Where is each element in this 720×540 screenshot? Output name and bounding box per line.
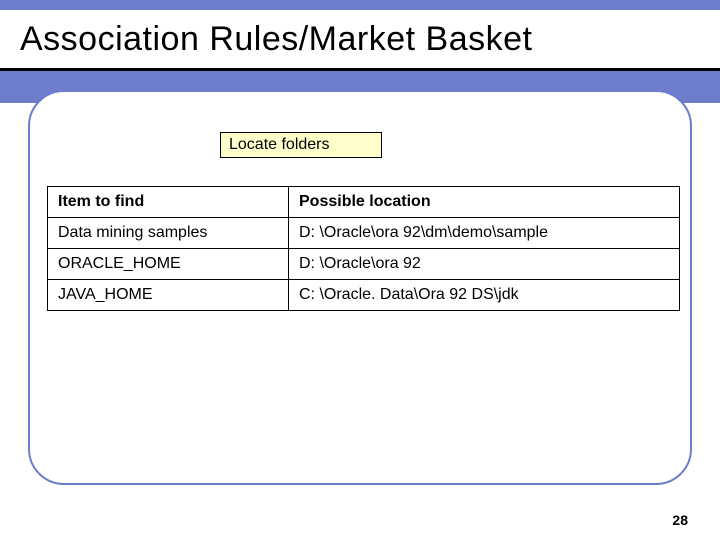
folders-table: Item to find Possible location Data mini…: [47, 186, 680, 311]
page-number: 28: [672, 512, 688, 528]
header-item: Item to find: [48, 187, 289, 218]
cell-location: D: \Oracle\ora 92\dm\demo\sample: [289, 218, 680, 249]
cell-item: ORACLE_HOME: [48, 249, 289, 280]
top-stripe: [0, 0, 720, 10]
table-row: ORACLE_HOME D: \Oracle\ora 92: [48, 249, 680, 280]
table-header-row: Item to find Possible location: [48, 187, 680, 218]
table-row: JAVA_HOME C: \Oracle. Data\Ora 92 DS\jdk: [48, 280, 680, 311]
cell-location: C: \Oracle. Data\Ora 92 DS\jdk: [289, 280, 680, 311]
cell-location: D: \Oracle\ora 92: [289, 249, 680, 280]
locate-folders-label: Locate folders: [220, 132, 382, 158]
table-row: Data mining samples D: \Oracle\ora 92\dm…: [48, 218, 680, 249]
header-location: Possible location: [289, 187, 680, 218]
slide-title: Association Rules/Market Basket: [0, 10, 720, 59]
title-bar: Association Rules/Market Basket: [0, 10, 720, 71]
cell-item: JAVA_HOME: [48, 280, 289, 311]
cell-item: Data mining samples: [48, 218, 289, 249]
